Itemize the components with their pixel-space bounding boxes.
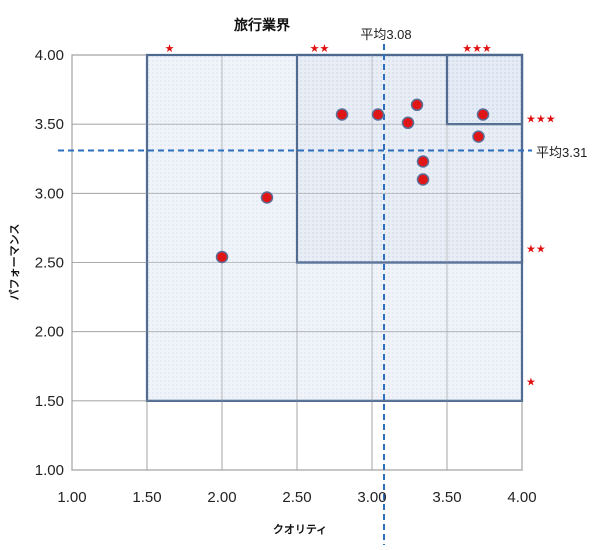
x-tick-label: 1.00 [57,489,86,506]
y-axis-label: パフォーマンス [8,224,21,301]
data-point [416,173,430,186]
y-tick-label: 2.50 [35,255,64,272]
star-label-right: ★★★ [526,113,556,126]
data-point [371,108,385,121]
zone-layer [71,53,524,471]
data-point [476,108,490,121]
data-point [215,250,229,264]
x-tick-label: 4.00 [507,489,536,506]
data-point [472,130,485,143]
data-point [401,116,415,130]
tick-labels: 1.00 1.50 2.00 2.50 3.00 3.50 4.00 1.00 1.50 2.00… [35,47,537,506]
y-tick-label: 3.50 [35,116,64,133]
average-x-label: 平均3.08 [360,27,411,42]
y-tick-label: 3.00 [35,185,64,202]
data-point [416,155,430,168]
star-labels: ★ ★★ ★★★★★★★★★ [165,42,556,388]
x-tick-label: 3.50 [432,489,461,506]
star-label-right: ★★ [526,243,546,256]
star-label-top: ★★ [310,42,330,55]
average-lines [58,44,532,545]
y-tick-label: 4.00 [35,47,64,64]
x-axis-label: クオリティ [273,523,327,536]
star-label-top: ★ [165,42,175,55]
data-point [260,191,274,204]
x-tick-label: 3.00 [357,489,386,506]
star-label-right: ★ [526,375,536,388]
data-point [335,108,349,121]
chart-title: 旅行業界 [234,17,291,34]
y-tick-label: 1.50 [35,393,64,410]
y-tick-label: 2.00 [35,324,64,341]
x-tick-label: 1.50 [132,489,161,506]
x-tick-label: 2.00 [207,489,236,506]
y-tick-label: 1.00 [35,462,64,479]
points-layer [215,98,490,264]
x-tick-label: 2.50 [282,489,311,506]
average-y-label: 平均3.31 [536,145,587,160]
star-label-top: ★★★ [462,42,492,55]
data-point [410,98,424,112]
